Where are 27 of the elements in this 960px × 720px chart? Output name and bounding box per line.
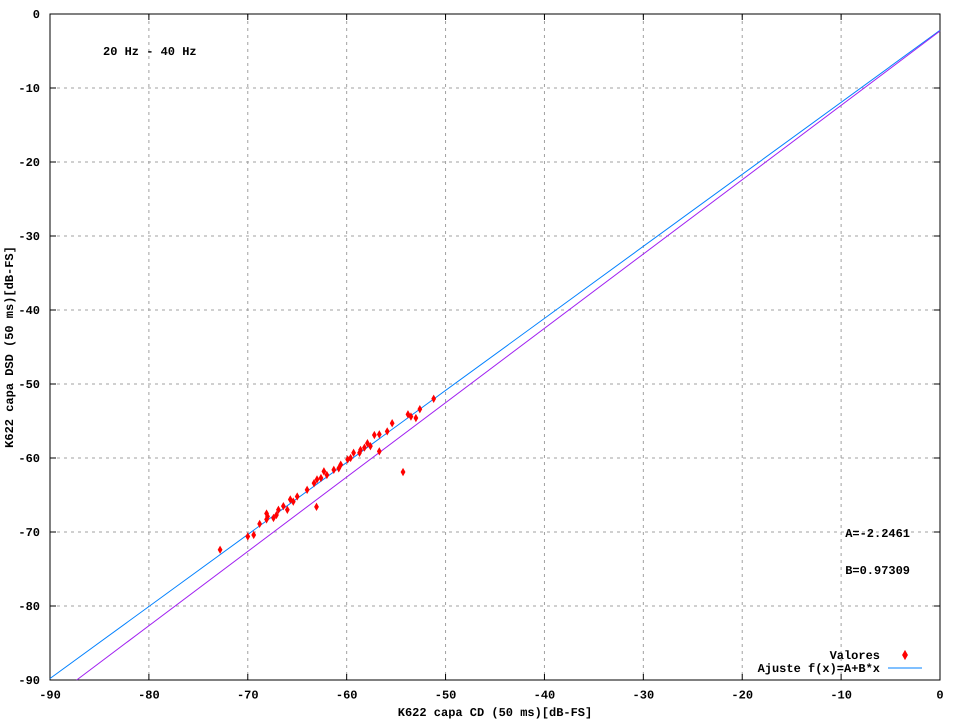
x-tick-label: -30 — [632, 688, 654, 703]
y-tick-label: -50 — [18, 378, 40, 392]
y-tick-label: -60 — [18, 452, 40, 466]
y-tick-label: -40 — [18, 304, 40, 318]
y-axis-title: K622 capa DSD (50 ms)[dB-FS] — [3, 246, 17, 448]
y-tick-label: 0 — [32, 8, 40, 22]
x-tick-label: -50 — [434, 688, 456, 703]
legend-label: Valores — [830, 649, 880, 663]
y-tick-label: -20 — [18, 156, 40, 170]
y-tick-label: -80 — [18, 600, 40, 614]
x-tick-label: -80 — [138, 688, 160, 703]
x-tick-label: -90 — [39, 688, 61, 703]
annotation: 20 Hz - 40 Hz — [103, 45, 197, 59]
x-tick-label: -10 — [830, 688, 852, 703]
annotation: B=0.97309 — [845, 564, 910, 578]
x-tick-label: -40 — [534, 688, 556, 703]
legend-label: Ajuste f(x)=A+B*x — [758, 662, 880, 676]
x-tick-label: -20 — [731, 688, 754, 703]
x-tick-label: -60 — [336, 688, 358, 703]
y-tick-label: -90 — [18, 674, 40, 688]
x-tick-label: -70 — [236, 688, 259, 703]
x-tick-label: 0 — [936, 688, 944, 703]
y-tick-label: -30 — [18, 230, 40, 244]
x-axis-title: K622 capa CD (50 ms)[dB-FS] — [398, 706, 592, 720]
annotation: A=-2.2461 — [845, 527, 910, 541]
y-tick-label: -70 — [18, 526, 40, 540]
y-tick-label: -10 — [18, 82, 40, 96]
